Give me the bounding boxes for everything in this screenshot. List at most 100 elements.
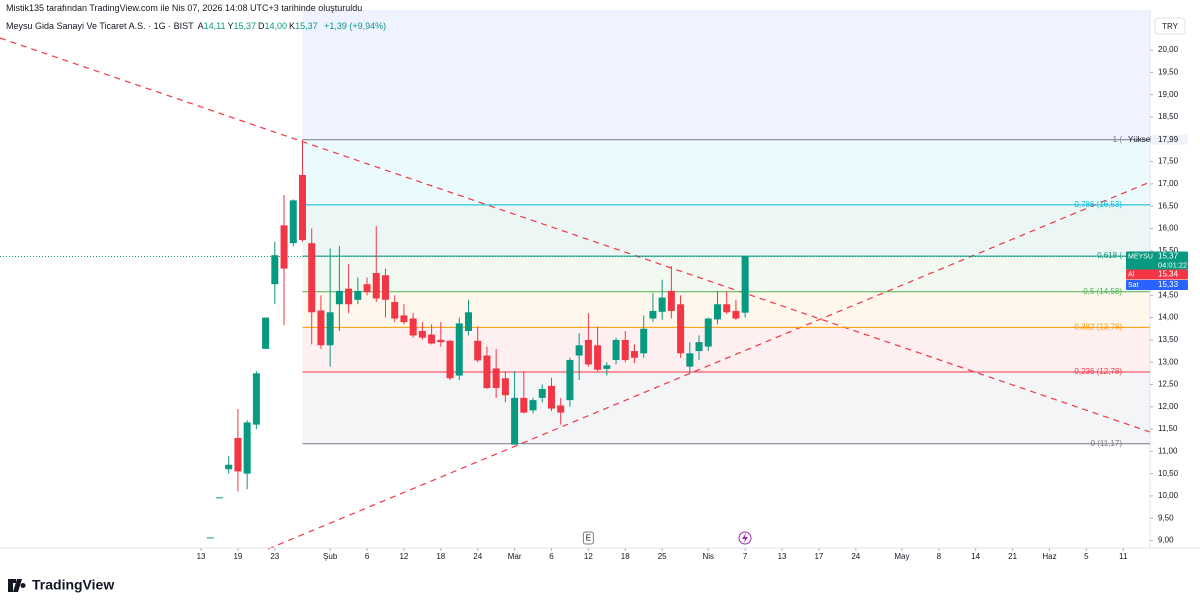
candle-body <box>547 385 555 409</box>
fib-label: 0,618 ( <box>1097 251 1122 260</box>
x-tick-label: 25 <box>658 552 667 561</box>
x-tick-label: 8 <box>937 552 942 561</box>
symbol: Meysu Gida Sanayi Ve Ticaret A.S. · 1G ·… <box>6 21 194 31</box>
y-tick-label: 12,00 <box>1158 402 1179 411</box>
x-tick-label: 6 <box>549 552 554 561</box>
credit: Mistik135 tarafından TradingView.com ile… <box>6 3 363 13</box>
x-tick-label: 18 <box>621 552 630 561</box>
price-tag-value: 17,99 <box>1158 135 1179 144</box>
x-tick-label: 6 <box>365 552 370 561</box>
fib-label: 0,236 (12,78) <box>1074 367 1122 376</box>
change: +1,39 (+9,94%) <box>324 21 387 31</box>
candle-body <box>455 323 463 376</box>
x-tick-label: 17 <box>814 552 823 561</box>
y-tick-label: 16,50 <box>1158 201 1179 210</box>
candle-body <box>280 225 288 269</box>
x-tick-label: 7 <box>743 552 748 561</box>
candle-body <box>741 256 749 313</box>
x-tick-label: 13 <box>197 552 206 561</box>
candle-body <box>262 317 270 349</box>
candle-body <box>215 497 223 499</box>
y-tick-label: 15,50 <box>1158 246 1179 255</box>
candle-body <box>308 243 316 313</box>
y-tick-label: 17,00 <box>1158 179 1179 188</box>
price-tag-value: 15,37 <box>1158 252 1179 261</box>
y-tick-label: 12,50 <box>1158 380 1179 389</box>
price-tag-name: Sat <box>1128 282 1139 289</box>
ohlc-key: Y <box>227 21 234 31</box>
candle-body <box>621 339 629 360</box>
y-tick-label: 13,50 <box>1158 335 1179 344</box>
candle-body <box>252 373 260 425</box>
x-tick-label: 23 <box>270 552 279 561</box>
candle-body <box>363 284 371 293</box>
fib-zones <box>302 10 1150 444</box>
candle-body <box>529 400 537 411</box>
candle-body <box>206 537 214 539</box>
y-tick-label: 11,00 <box>1158 446 1178 455</box>
fib-label: 0,786 (16,53) <box>1074 200 1122 209</box>
fib-zone <box>302 372 1150 444</box>
candle-body <box>372 273 380 299</box>
candle-body <box>640 328 648 354</box>
price-tag-name: Al <box>1128 271 1135 278</box>
candle-body <box>225 464 233 470</box>
candle-body <box>584 339 592 365</box>
y-tick-label: 14,50 <box>1158 290 1179 299</box>
x-tick-label: Şub <box>323 552 338 561</box>
candle-body <box>538 388 546 398</box>
logo-text: TradingView <box>32 577 114 593</box>
event-label: E <box>586 534 591 543</box>
ohlc-key: K <box>289 21 296 31</box>
candle-body <box>686 353 694 367</box>
price-tag-value: 15,33 <box>1158 280 1179 289</box>
candle-body <box>732 310 740 319</box>
x-tick-label: 14 <box>971 552 980 561</box>
y-tick-label: 10,50 <box>1158 469 1179 478</box>
fib-extra: Yüksek <box>1128 135 1155 144</box>
x-tick-label: 24 <box>851 552 860 561</box>
candle-body <box>234 438 242 472</box>
candle-body <box>492 368 500 389</box>
x-tick-label: 5 <box>1084 552 1089 561</box>
candle-body <box>271 255 279 285</box>
candle-body <box>243 422 251 474</box>
candle-body <box>326 312 334 346</box>
y-tick-label: 10,00 <box>1158 491 1179 500</box>
ohlc-value: 15,37 <box>233 21 257 31</box>
currency-box[interactable] <box>1154 17 1186 35</box>
candle-body <box>446 340 454 379</box>
candle-body <box>630 351 638 358</box>
y-tick-label: 13,00 <box>1158 357 1179 366</box>
event-box <box>582 531 594 545</box>
lightning-icon <box>742 533 748 543</box>
candle-body <box>704 318 712 347</box>
x-tick-label: Haz <box>1042 552 1056 561</box>
candle-body <box>557 405 565 413</box>
ohlc-key: D <box>258 21 265 31</box>
candle-body <box>713 304 721 320</box>
candle-body <box>594 345 602 370</box>
fib-label: 1 ( <box>1113 135 1123 144</box>
fib-top-zone <box>302 10 1150 140</box>
y-tick-label: 17,50 <box>1158 157 1179 166</box>
candle-body <box>335 290 343 305</box>
fib-zone <box>302 139 1150 205</box>
logo: TradingView <box>8 577 114 593</box>
x-tick-label: 19 <box>233 552 242 561</box>
x-tick-label: 21 <box>1008 552 1017 561</box>
price-tag-sub: 04:01:22 <box>1158 261 1187 270</box>
candle-body <box>474 340 482 361</box>
candle-body <box>612 339 620 360</box>
y-tick-label: 18,50 <box>1158 112 1179 121</box>
currency[interactable]: TRY <box>1162 22 1179 31</box>
candle-body <box>483 355 491 389</box>
candle-body <box>677 304 685 354</box>
candle-body <box>400 315 408 323</box>
x-tick-label: 11 <box>1119 552 1128 561</box>
candle-body <box>409 318 417 336</box>
y-tick-label: 9,00 <box>1158 536 1174 545</box>
fib-label: 0 (11,17) <box>1091 439 1123 448</box>
fib-label: 0,5 (14,58) <box>1083 287 1122 296</box>
